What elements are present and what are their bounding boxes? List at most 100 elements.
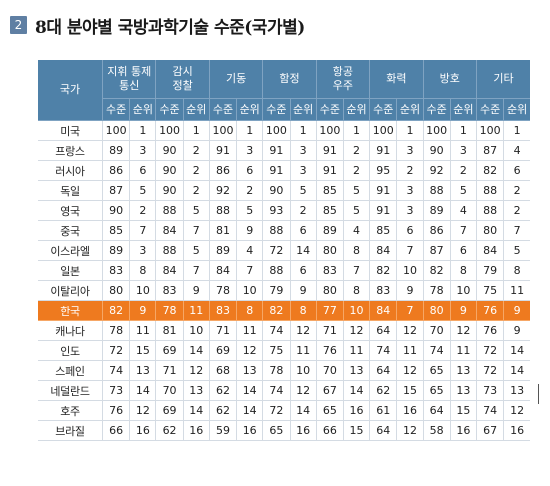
level-cell: 74 — [262, 380, 291, 401]
rank-cell: 2 — [289, 200, 317, 221]
rank-cell: 11 — [236, 320, 263, 341]
rank-cell: 12 — [396, 360, 424, 381]
rank-cell: 16 — [342, 400, 370, 421]
level-cell: 84 — [208, 260, 237, 281]
level-cell: 93 — [262, 200, 291, 221]
rank-cell: 9 — [503, 320, 530, 341]
section-title: 8대 분야별 국방과학기술 수준(국가별) — [35, 17, 305, 38]
rank-cell: 13 — [129, 360, 156, 381]
rank-cell: 4 — [342, 220, 370, 241]
level-cell: 79 — [262, 280, 291, 301]
group-header-row: 국가 지휘 통제 통신 감시 정찰 기동 함정 항공 우주 화력 방호 기타 — [38, 60, 530, 121]
level-cell: 67 — [315, 380, 344, 401]
rank-cell: 2 — [503, 200, 530, 221]
level-cell: 100 — [422, 120, 451, 141]
level-cell: 84 — [155, 220, 184, 241]
group-header-c4i: 지휘 통제 통신 — [102, 60, 156, 99]
rank-cell: 14 — [182, 340, 210, 361]
rank-subheader: 순위 — [449, 98, 477, 121]
level-cell: 89 — [315, 220, 344, 241]
table-row: 영국 90 2 88 5 88 5 93 2 85 5 91 3 89 4 88 2 — [38, 200, 530, 221]
margin-marker — [538, 384, 545, 404]
rank-cell: 9 — [129, 300, 156, 321]
rank-cell: 16 — [396, 400, 424, 421]
level-cell: 88 — [262, 260, 291, 281]
level-cell: 78 — [155, 300, 184, 321]
level-cell: 89 — [208, 240, 237, 261]
rank-cell: 15 — [129, 340, 156, 361]
rank-cell: 16 — [129, 420, 156, 441]
rank-cell: 12 — [289, 380, 317, 401]
country-cell: 네덜란드 — [38, 380, 103, 401]
level-cell: 87 — [475, 140, 504, 161]
rank-cell: 12 — [342, 320, 370, 341]
level-cell: 69 — [155, 400, 184, 421]
table-row: 이탈리아 80 10 83 9 78 10 79 9 80 8 83 9 78 10 75 11 — [38, 280, 530, 301]
country-cell: 인도 — [38, 340, 103, 361]
rank-cell: 16 — [503, 420, 530, 441]
rank-cell: 1 — [182, 120, 210, 141]
rank-cell: 14 — [289, 240, 317, 261]
section-number-badge: 2 — [10, 16, 27, 34]
group-header-other: 기타 — [475, 60, 530, 99]
rank-cell: 15 — [342, 420, 370, 441]
level-cell: 58 — [422, 420, 451, 441]
level-cell: 67 — [475, 420, 504, 441]
level-cell: 78 — [208, 280, 237, 301]
level-cell: 88 — [155, 240, 184, 261]
rank-cell: 6 — [289, 220, 317, 241]
level-cell: 79 — [475, 260, 504, 281]
table-body: 미국 100 1 100 1 100 1 100 1 100 1 100 1 100 1 100 1 프랑스 89 3… — [38, 120, 530, 441]
rank-cell: 6 — [503, 160, 530, 181]
level-cell: 81 — [155, 320, 184, 341]
rank-cell: 13 — [503, 380, 530, 401]
level-cell: 100 — [102, 120, 130, 141]
level-cell: 91 — [262, 160, 291, 181]
rank-cell: 12 — [236, 340, 263, 361]
country-cell: 한국 — [38, 300, 103, 321]
group-header-surveillance: 감시 정찰 — [155, 60, 210, 99]
rank-cell: 9 — [182, 280, 210, 301]
level-subheader: 수준 — [315, 98, 344, 121]
rank-cell: 7 — [182, 220, 210, 241]
level-cell: 74 — [475, 400, 504, 421]
level-cell: 92 — [422, 160, 451, 181]
rank-cell: 5 — [236, 200, 263, 221]
country-cell: 일본 — [38, 260, 103, 281]
level-cell: 83 — [369, 280, 397, 301]
rank-cell: 11 — [182, 300, 210, 321]
rank-cell: 1 — [236, 120, 263, 141]
rank-cell: 8 — [236, 300, 263, 321]
rank-subheader: 순위 — [182, 98, 210, 121]
rank-cell: 12 — [182, 360, 210, 381]
country-cell: 이스라엘 — [38, 240, 103, 261]
table-row: 캐나다 78 11 81 10 71 11 74 12 71 12 64 12 70 12 76 9 — [38, 320, 530, 341]
rank-cell: 8 — [503, 260, 530, 281]
rank-cell: 13 — [342, 360, 370, 381]
level-cell: 90 — [422, 140, 451, 161]
rank-cell: 3 — [289, 140, 317, 161]
level-cell: 82 — [102, 300, 130, 321]
level-cell: 86 — [422, 220, 451, 241]
table-row: 이스라엘 89 3 88 5 89 4 72 14 80 8 84 7 87 6 84 5 — [38, 240, 530, 261]
level-cell: 90 — [155, 180, 184, 201]
level-cell: 76 — [475, 300, 504, 321]
level-cell: 100 — [369, 120, 397, 141]
level-cell: 80 — [315, 240, 344, 261]
table-row: 브라질 66 16 62 16 59 16 65 16 66 15 64 12 58 16 67 16 — [38, 420, 530, 441]
rank-cell: 7 — [503, 220, 530, 241]
level-cell: 88 — [475, 180, 504, 201]
level-cell: 71 — [315, 320, 344, 341]
level-cell: 82 — [369, 260, 397, 281]
level-cell: 66 — [315, 420, 344, 441]
level-cell: 70 — [422, 320, 451, 341]
table-row: 중국 85 7 84 7 81 9 88 6 89 4 85 6 86 7 80 7 — [38, 220, 530, 241]
level-cell: 69 — [208, 340, 237, 361]
level-cell: 88 — [475, 200, 504, 221]
level-cell: 76 — [315, 340, 344, 361]
rank-cell: 14 — [503, 340, 530, 361]
level-subheader: 수준 — [475, 98, 504, 121]
rank-cell: 3 — [396, 200, 424, 221]
rank-cell: 10 — [236, 280, 263, 301]
rank-subheader: 순위 — [289, 98, 317, 121]
